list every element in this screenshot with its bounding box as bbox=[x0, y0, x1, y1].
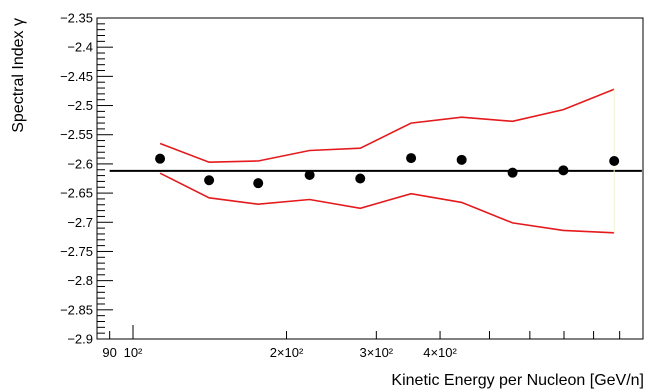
y-tick-label: −2.65 bbox=[60, 186, 93, 201]
y-tick-label: −2.75 bbox=[60, 244, 93, 259]
y-tick-label: −2.9 bbox=[67, 332, 93, 347]
x-tick-label: 90 bbox=[102, 345, 116, 360]
x-tick-label: 10² bbox=[124, 345, 143, 360]
x-axis-title: Kinetic Energy per Nucleon [GeV/n] bbox=[391, 372, 644, 389]
y-tick-label: −2.8 bbox=[67, 273, 93, 288]
y-tick-label: −2.6 bbox=[67, 156, 93, 171]
band-lower-line bbox=[159, 172, 615, 234]
y-axis-title: Spectral Index γ bbox=[10, 18, 27, 133]
data-point bbox=[406, 153, 417, 164]
data-points bbox=[155, 153, 620, 189]
data-point bbox=[155, 153, 166, 164]
x-tick-label: 3×10² bbox=[360, 345, 394, 360]
y-tick-label: −2.85 bbox=[60, 302, 93, 317]
y-tick-label: −2.35 bbox=[60, 11, 93, 26]
y-tick-label: −2.5 bbox=[67, 98, 93, 113]
data-point bbox=[609, 155, 620, 166]
y-tick-label: −2.55 bbox=[60, 127, 93, 142]
data-point bbox=[304, 169, 315, 180]
y-tick-label: −2.7 bbox=[67, 215, 93, 230]
x-tick-label: 4×10² bbox=[423, 345, 457, 360]
x-tick-label: 2×10² bbox=[270, 345, 304, 360]
data-point bbox=[456, 154, 467, 165]
y-tick-label: −2.4 bbox=[67, 40, 93, 55]
data-point bbox=[253, 178, 264, 189]
band-upper-line bbox=[159, 88, 615, 164]
y-tick-label: −2.45 bbox=[60, 69, 93, 84]
data-point bbox=[204, 175, 215, 186]
x-axis: 90 10² 2×10² 3×10² 4×10² bbox=[102, 325, 644, 360]
data-point bbox=[355, 173, 366, 184]
y-axis: −2.9 −2.85 −2.8 −2.75 −2.7 −2.65 −2.6 −2.55 −2.5… bbox=[60, 11, 113, 347]
data-point bbox=[507, 167, 518, 178]
data-point bbox=[558, 165, 569, 176]
plot-frame bbox=[96, 17, 644, 340]
